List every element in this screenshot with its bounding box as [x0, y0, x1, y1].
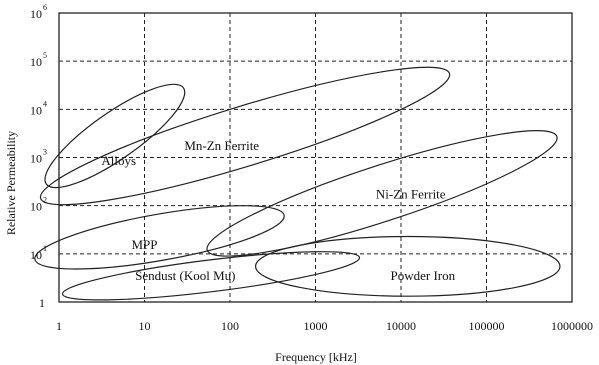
grid-lines	[59, 13, 572, 302]
region-ellipse	[44, 83, 186, 189]
y-axis-label: Relative Permeability	[4, 131, 18, 235]
y-tick-label: 10 4	[30, 99, 47, 117]
y-tick-base: 10	[30, 200, 42, 214]
region-powder-iron: Powder Iron	[254, 235, 561, 297]
region-label: Ni-Zn Ferrite	[376, 186, 446, 201]
region-ellipse	[61, 251, 361, 301]
y-tick-exponent: 3	[43, 148, 47, 157]
y-tick-exponent: 4	[43, 99, 47, 108]
region-ellipse	[34, 205, 285, 270]
y-tick-label: 10 3	[30, 148, 47, 166]
y-tick-base: 1	[39, 296, 45, 310]
region-ni-zn-ferrite: Ni-Zn Ferrite	[206, 130, 558, 257]
region-label: Alloys	[101, 153, 136, 168]
y-tick-label: 10 6	[30, 3, 47, 21]
region-mpp: MPP	[34, 205, 285, 270]
x-tick-label: 10	[139, 319, 151, 333]
region-label: Powder Iron	[391, 268, 456, 283]
y-tick-base: 10	[30, 7, 42, 21]
y-tick-label: 10 5	[30, 51, 47, 69]
region-ellipse	[254, 235, 561, 297]
y-tick-label: 10 2	[30, 196, 47, 214]
region-alloys: Alloys	[44, 83, 186, 189]
y-tick-base: 10	[30, 248, 42, 262]
y-tick-label: 1	[39, 296, 45, 310]
x-tick-label: 100	[221, 319, 239, 333]
region-label: Sendust (Kool Mu)	[135, 268, 235, 283]
y-tick-exponent: 5	[43, 51, 47, 60]
x-tick-label: 1	[56, 319, 62, 333]
y-tick-base: 10	[30, 152, 42, 166]
y-tick-label: 10 1	[30, 244, 47, 262]
x-tick-label: 1000	[304, 319, 328, 333]
x-tick-label: 10000	[386, 319, 416, 333]
region-label: Mn-Zn Ferrite	[184, 138, 259, 153]
x-axis-label: Frequency [kHz]	[275, 350, 357, 364]
x-tick-label: 100000	[469, 319, 505, 333]
y-tick-exponent: 1	[43, 244, 47, 253]
y-tick-exponent: 2	[43, 196, 47, 205]
region-label: MPP	[131, 237, 157, 252]
region-ellipse	[39, 66, 451, 206]
region-ellipse	[206, 130, 558, 257]
region-mn-zn-ferrite: Mn-Zn Ferrite	[39, 66, 451, 206]
region-sendust-kool-mu: Sendust (Kool Mu)	[61, 251, 361, 301]
x-tick-label: 1000000	[551, 319, 593, 333]
y-tick-base: 10	[30, 55, 42, 69]
y-tick-base: 10	[30, 103, 42, 117]
y-tick-exponent: 6	[43, 3, 47, 12]
material-regions: Mn-Zn Ferrite Alloys Ni-Zn Ferrite MPP Sendu…	[34, 66, 561, 301]
